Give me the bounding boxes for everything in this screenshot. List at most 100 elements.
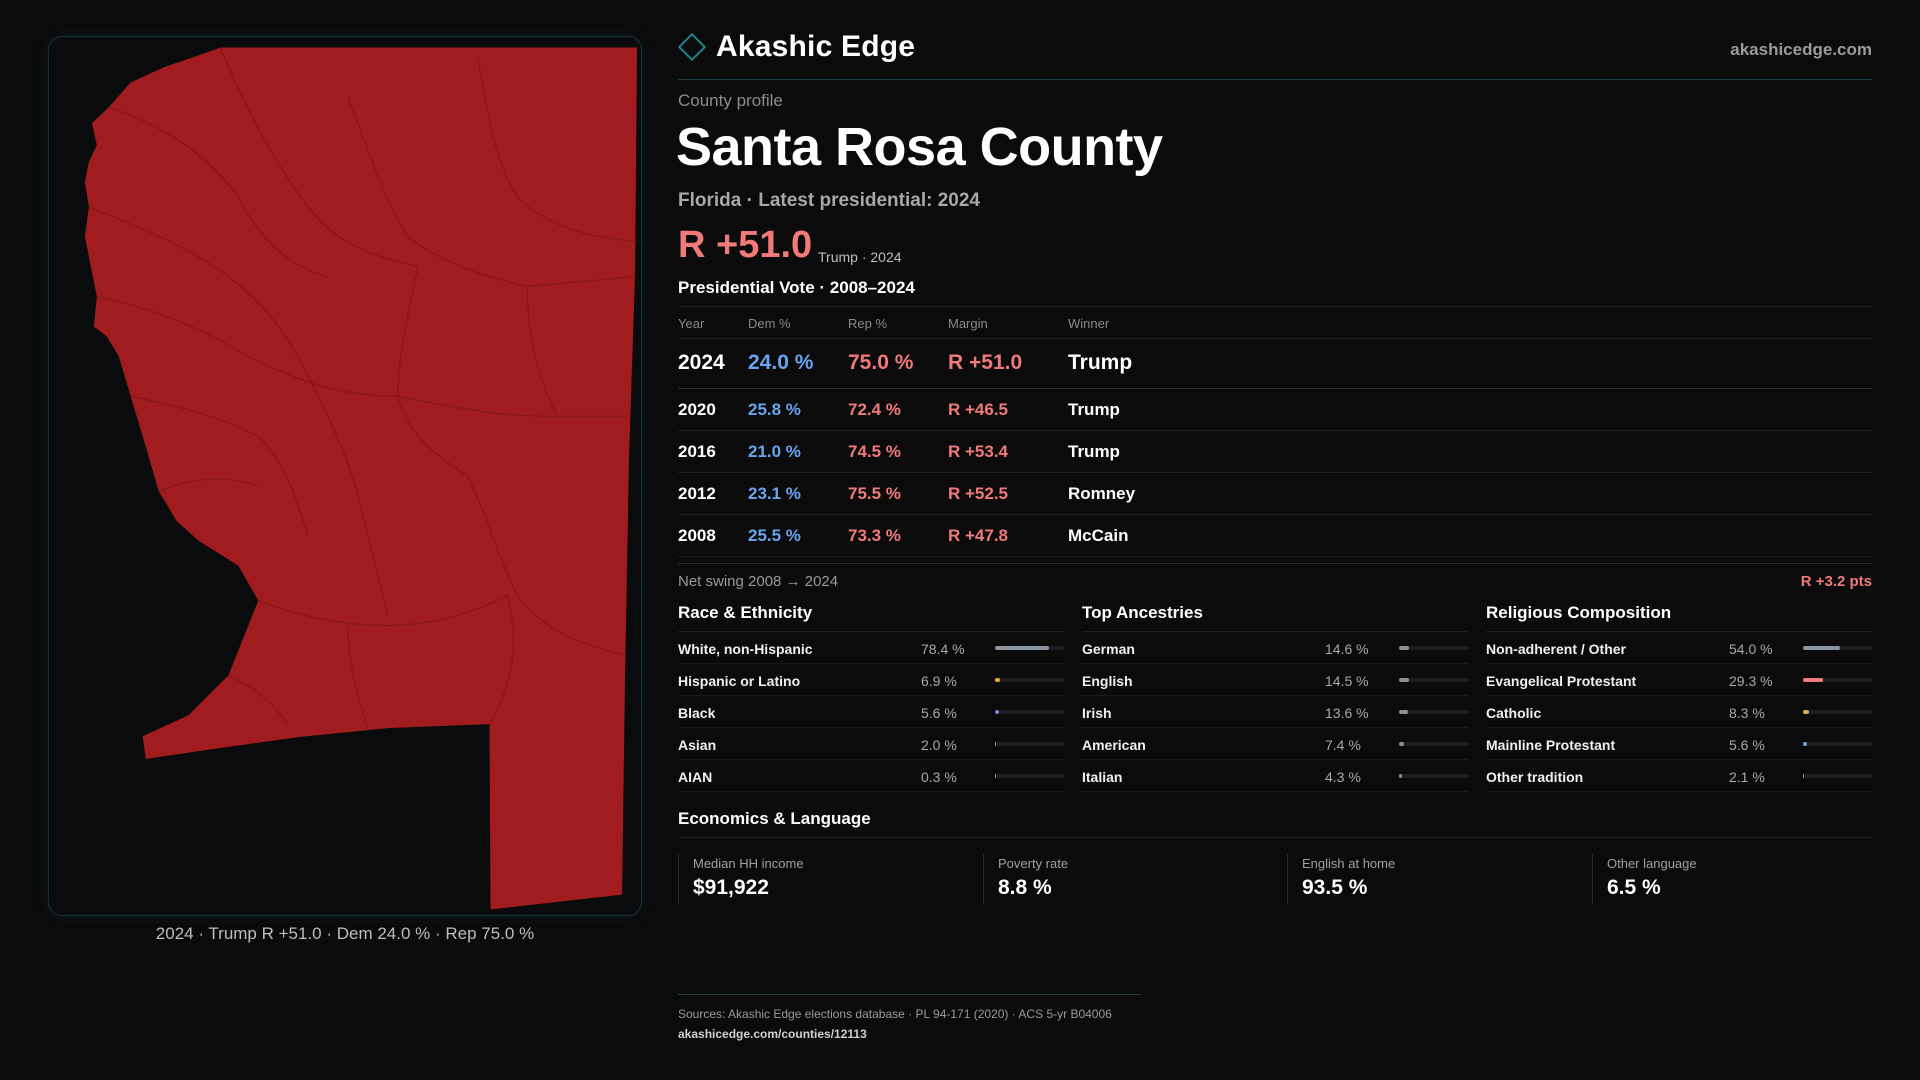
item-percent: 54.0 %	[1729, 641, 1773, 657]
table-row[interactable]: 2024 24.0 % 75.0 % R +51.0 Trump	[678, 339, 1872, 389]
share-bar-fill	[1399, 742, 1405, 746]
row-margin: R +46.5	[948, 400, 1009, 419]
footer-sources: Sources: Akashic Edge elections database…	[678, 1007, 1112, 1021]
list-item: American 7.4 %	[1082, 728, 1468, 760]
share-bar-fill	[995, 646, 1050, 650]
religion-title: Religious Composition	[1486, 603, 1872, 632]
share-bar-fill	[995, 678, 1000, 682]
economics-section-title: Economics & Language	[678, 809, 871, 828]
precinct-boundaries	[88, 47, 638, 731]
list-item: White, non-Hispanic 78.4 %	[678, 632, 1064, 664]
item-percent: 13.6 %	[1325, 705, 1369, 721]
item-label: Italian	[1082, 769, 1123, 785]
share-bar	[995, 646, 1064, 650]
page-title: Santa Rosa County	[676, 117, 1163, 177]
row-winner: McCain	[1068, 526, 1129, 545]
list-item: German 14.6 %	[1082, 632, 1468, 664]
row-margin: R +47.8	[948, 526, 1009, 545]
item-label: White, non-Hispanic	[678, 641, 813, 657]
share-bar-fill	[995, 742, 997, 746]
header-year: Year	[678, 316, 705, 331]
stat-poverty-rate: Poverty rate 8.8 %	[983, 854, 1273, 904]
share-bar	[995, 742, 1064, 746]
vote-table: Year Dem % Rep % Margin Winner 2024 24.0…	[678, 306, 1872, 557]
footer-url[interactable]: akashicedge.com/counties/12113	[678, 1027, 867, 1041]
map-caption: 2024 · Trump R +51.0 · Dem 24.0 % · Rep …	[155, 924, 535, 943]
stat-label: Median HH income	[693, 856, 804, 871]
brand-name: Akashic Edge	[716, 30, 916, 63]
stat-median-income: Median HH income $91,922	[678, 854, 968, 904]
stat-english-at-home: English at home 93.5 %	[1287, 854, 1577, 904]
stat-label: Poverty rate	[998, 856, 1069, 871]
religion-panel: Religious Composition Non-adherent / Oth…	[1486, 603, 1872, 792]
share-bar	[1803, 646, 1872, 650]
swing-divider	[678, 563, 1872, 564]
row-year: 2024	[678, 351, 725, 374]
list-item: Other tradition 2.1 %	[1486, 760, 1872, 792]
table-row[interactable]: 2008 25.5 % 73.3 % R +47.8 McCain	[678, 515, 1872, 557]
stat-label: Other language	[1607, 856, 1697, 871]
item-percent: 14.5 %	[1325, 673, 1369, 689]
row-year: 2012	[678, 484, 716, 503]
header-winner: Winner	[1068, 316, 1110, 331]
item-label: Catholic	[1486, 705, 1542, 721]
share-bar-fill	[1399, 710, 1409, 714]
item-percent: 0.3 %	[921, 769, 957, 785]
share-bar	[1399, 646, 1468, 650]
ancestries-panel: Top Ancestries German 14.6 % English 14.…	[1082, 603, 1468, 792]
list-item: Hispanic or Latino 6.9 %	[678, 664, 1064, 696]
share-bar-fill	[1803, 646, 1841, 650]
list-item: Catholic 8.3 %	[1486, 696, 1872, 728]
row-rep: 74.5 %	[848, 442, 901, 461]
share-bar	[995, 678, 1064, 682]
share-bar	[995, 710, 1064, 714]
stat-value: 8.8 %	[998, 876, 1052, 899]
header-dem: Dem %	[748, 316, 791, 331]
share-bar	[1803, 678, 1872, 682]
list-item: Mainline Protestant 5.6 %	[1486, 728, 1872, 760]
county-map-panel	[48, 36, 642, 916]
brand[interactable]: Akashic Edge	[677, 30, 916, 64]
site-link[interactable]: akashicedge.com	[1730, 40, 1872, 59]
item-label: American	[1082, 737, 1146, 753]
list-item: Asian 2.0 %	[678, 728, 1064, 760]
row-dem: 24.0 %	[748, 351, 814, 374]
row-winner: Romney	[1068, 484, 1136, 503]
item-percent: 4.3 %	[1325, 769, 1361, 785]
item-percent: 5.6 %	[1729, 737, 1765, 753]
item-label: Black	[678, 705, 716, 721]
county-shape[interactable]	[84, 47, 638, 910]
share-bar	[1399, 710, 1468, 714]
item-label: Irish	[1082, 705, 1112, 721]
row-dem: 25.5 %	[748, 526, 801, 545]
table-row[interactable]: 2016 21.0 % 74.5 % R +53.4 Trump	[678, 431, 1872, 473]
race-ethnicity-panel: Race & Ethnicity White, non-Hispanic 78.…	[678, 603, 1064, 792]
row-dem: 25.8 %	[748, 400, 801, 419]
list-item: AIAN 0.3 %	[678, 760, 1064, 792]
item-percent: 8.3 %	[1729, 705, 1765, 721]
row-year: 2008	[678, 526, 716, 545]
share-bar-fill	[1399, 678, 1409, 682]
eyebrow-label: County profile	[678, 91, 783, 110]
row-rep: 73.3 %	[848, 526, 901, 545]
header-rep: Rep %	[848, 316, 888, 331]
row-margin: R +52.5	[948, 484, 1009, 503]
list-item: Irish 13.6 %	[1082, 696, 1468, 728]
stat-other-language: Other language 6.5 %	[1592, 854, 1882, 904]
item-percent: 78.4 %	[921, 641, 965, 657]
stat-label: English at home	[1302, 856, 1396, 871]
footer-divider	[678, 994, 1141, 995]
table-row[interactable]: 2012 23.1 % 75.5 % R +52.5 Romney	[678, 473, 1872, 515]
stat-value: 6.5 %	[1607, 876, 1661, 899]
table-row[interactable]: 2020 25.8 % 72.4 % R +46.5 Trump	[678, 389, 1872, 431]
item-label: Hispanic or Latino	[678, 673, 801, 689]
list-item: Non-adherent / Other 54.0 %	[1486, 632, 1872, 664]
row-dem: 23.1 %	[748, 484, 801, 503]
economics-divider	[678, 837, 1872, 838]
stat-value: $91,922	[693, 876, 769, 899]
item-percent: 6.9 %	[921, 673, 957, 689]
item-percent: 7.4 %	[1325, 737, 1361, 753]
share-bar-fill	[995, 710, 999, 714]
share-bar-fill	[1803, 742, 1807, 746]
share-bar-fill	[1803, 774, 1805, 778]
